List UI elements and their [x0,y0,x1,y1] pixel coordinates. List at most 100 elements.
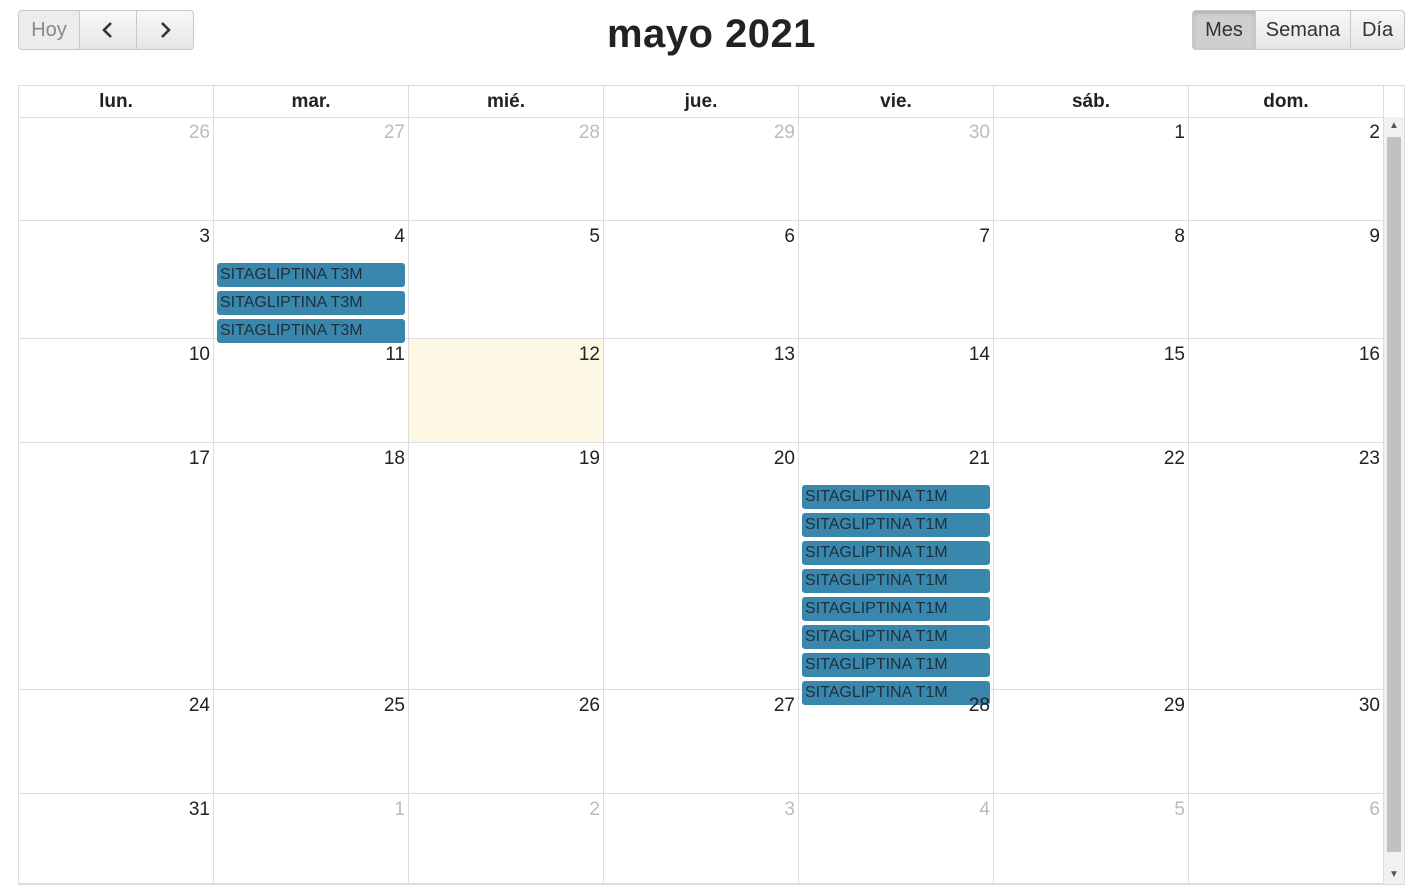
scroll-up-icon[interactable]: ▲ [1389,120,1399,131]
day-cell[interactable]: 20 [604,443,799,689]
day-number: 29 [773,122,795,143]
day-cell[interactable]: 22 [994,443,1189,689]
day-cell[interactable]: 3 [19,221,214,338]
day-cell[interactable]: 29 [994,690,1189,793]
day-number: 13 [773,344,795,365]
day-number: 20 [773,448,795,469]
day-cell[interactable]: 6 [604,221,799,338]
calendar-event[interactable]: SITAGLIPTINA T1M [802,541,990,565]
day-cell[interactable]: 21 SITAGLIPTINA T1M SITAGLIPTINA T1M SITAGL… [799,443,994,705]
chevron-right-icon [161,22,171,38]
day-cell[interactable]: 30 [1189,690,1384,793]
day-number: 11 [385,344,405,365]
day-number: 2 [1369,122,1380,143]
calendar-event[interactable]: SITAGLIPTINA T1M [802,625,990,649]
day-number: 30 [968,122,990,143]
day-cell[interactable]: 13 [604,339,799,442]
calendar-event[interactable]: SITAGLIPTINA T3M [217,319,405,343]
calendar-event[interactable]: SITAGLIPTINA T1M [802,569,990,593]
week-row: 3 4 SITAGLIPTINA T3M SITAGLIPTINA T3M SITAGL… [19,221,1384,343]
calendar-event[interactable]: SITAGLIPTINA T3M [217,291,405,315]
day-number: 29 [1163,695,1185,716]
scrollbar-thumb[interactable] [1387,137,1401,852]
view-button-día[interactable]: Día [1351,10,1405,50]
calendar-toolbar: Hoy mayo 2021 Mes Semana Día [18,10,1405,62]
calendar-event[interactable]: SITAGLIPTINA T1M [802,681,990,705]
view-button-mes[interactable]: Mes [1192,10,1256,50]
day-cell[interactable]: 14 [799,339,994,442]
day-cell[interactable]: 19 [409,443,604,689]
day-cell[interactable]: 1 [994,117,1189,220]
calendar-event[interactable]: SITAGLIPTINA T1M [802,653,990,677]
day-cell[interactable]: 28 [409,117,604,220]
day-cell[interactable]: 17 [19,443,214,689]
next-button[interactable] [137,10,194,50]
day-cell[interactable]: 25 [214,690,409,793]
day-number: 2 [589,799,600,820]
day-number: 7 [979,226,990,247]
day-cell[interactable]: 15 [994,339,1189,442]
week-row: 26 27 28 29 30 1 2 [19,117,1384,221]
event-list: SITAGLIPTINA T3M SITAGLIPTINA T3M SITAGLIP… [217,263,405,347]
day-number: 9 [1369,226,1380,247]
calendar-event[interactable]: SITAGLIPTINA T1M [802,513,990,537]
day-cell[interactable]: 11 [214,339,409,442]
day-cell[interactable]: 29 [604,117,799,220]
calendar-title: mayo 2021 [606,12,817,56]
day-cell[interactable]: 4 [799,794,994,883]
day-number: 8 [1174,226,1185,247]
day-number: 22 [1163,448,1185,469]
day-cell[interactable]: 5 [994,794,1189,883]
day-cell[interactable]: 2 [409,794,604,883]
day-cell[interactable]: 18 [214,443,409,689]
day-cell[interactable]: 1 [214,794,409,883]
scroll-down-icon[interactable]: ▼ [1389,869,1399,880]
day-number: 26 [188,122,210,143]
day-number: 5 [1174,799,1185,820]
day-cell[interactable]: 2 [1189,117,1384,220]
day-number: 10 [188,344,210,365]
day-number: 18 [383,448,405,469]
calendar-event[interactable]: SITAGLIPTINA T1M [802,597,990,621]
day-number: 15 [1163,344,1185,365]
day-cell[interactable]: 31 [19,794,214,883]
day-cell[interactable]: 26 [19,117,214,220]
day-number: 6 [784,226,795,247]
day-cell[interactable]: 24 [19,690,214,793]
vertical-scrollbar[interactable]: ▲ ▼ [1384,117,1404,884]
week-row: 24 25 26 27 28 29 30 [19,690,1384,794]
day-cell[interactable]: 3 [604,794,799,883]
weeks-container: 26 27 28 29 30 1 2 3 4 SITAGLIPTINA T3M SITAGLIPTI… [19,117,1384,884]
day-cell[interactable]: 27 [604,690,799,793]
day-number: 23 [1358,448,1380,469]
day-cell[interactable]: 10 [19,339,214,442]
day-cell[interactable]: 16 [1189,339,1384,442]
today-button[interactable]: Hoy [18,10,80,50]
day-cell[interactable]: 23 [1189,443,1384,689]
day-cell[interactable]: 9 [1189,221,1384,338]
day-cell[interactable]: 4 SITAGLIPTINA T3M SITAGLIPTINA T3M SITAGLI… [214,221,409,343]
day-cell[interactable]: 30 [799,117,994,220]
day-cell[interactable]: 7 [799,221,994,338]
weekday-header-cell: jue. [604,86,799,117]
calendar-event[interactable]: SITAGLIPTINA T3M [217,263,405,287]
day-cell[interactable]: 6 [1189,794,1384,883]
day-number: 27 [773,695,795,716]
day-number: 24 [188,695,210,716]
day-cell[interactable]: 28 [799,690,994,793]
day-number: 17 [188,448,210,469]
day-cell[interactable]: 5 [409,221,604,338]
day-cell-today[interactable]: 12 [409,339,604,442]
day-cell[interactable]: 27 [214,117,409,220]
day-cell[interactable]: 26 [409,690,604,793]
view-button-semana[interactable]: Semana [1256,10,1351,50]
calendar-event[interactable]: SITAGLIPTINA T1M [802,485,990,509]
day-number: 1 [394,799,405,820]
day-number: 25 [383,695,405,716]
day-number: 3 [784,799,795,820]
day-cell[interactable]: 8 [994,221,1189,338]
day-number: 12 [578,344,600,365]
day-number: 4 [979,799,990,820]
prev-button[interactable] [80,10,137,50]
weekday-header-cell: vie. [799,86,994,117]
